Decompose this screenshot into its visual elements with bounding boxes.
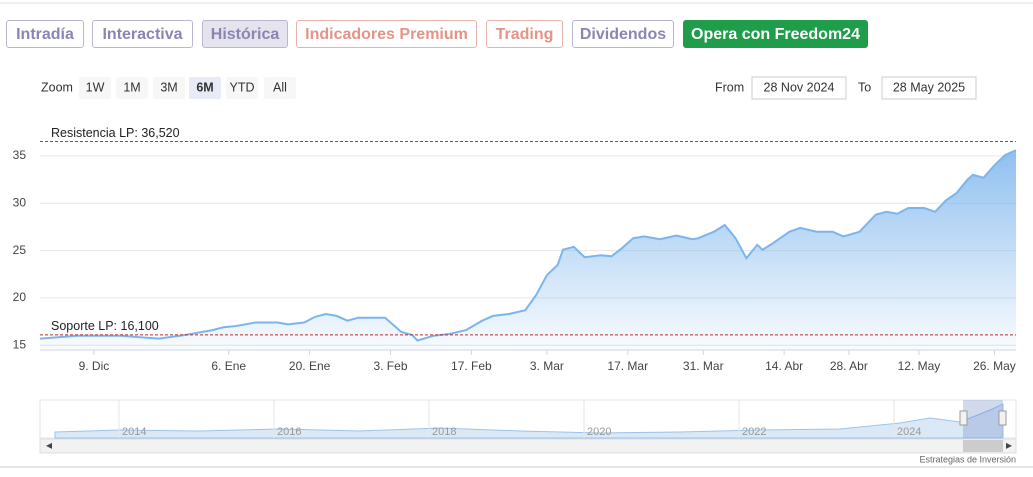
y-tick-label: 30	[13, 195, 27, 209]
area	[40, 150, 1016, 350]
tab[interactable]: Interactiva	[92, 20, 193, 48]
tab[interactable]: Opera con Freedom24	[683, 20, 868, 48]
zoom-button-label[interactable]: YTD	[230, 80, 255, 94]
to-label: To	[858, 80, 871, 94]
tab[interactable]: Intradía	[6, 20, 84, 48]
navigator-selection[interactable]	[963, 400, 1003, 438]
zoom-button[interactable]	[226, 77, 258, 99]
annotation-label: Resistencia LP: 36,520	[51, 126, 180, 140]
x-tick-label: 3. Mar	[530, 359, 564, 373]
y-tick-label: 20	[13, 290, 27, 304]
x-tick-label: 6. Ene	[211, 359, 246, 373]
navigator-series	[54, 403, 1004, 439]
navigator-year: 2022	[742, 426, 766, 438]
navigator-year: 2016	[277, 426, 301, 438]
navigator-year: 2020	[587, 426, 611, 438]
navigator-year: 2018	[432, 426, 456, 438]
x-tick-label: 28. Abr	[830, 359, 868, 373]
x-tick-label: 20. Ene	[289, 359, 331, 373]
zoom-button[interactable]	[264, 77, 296, 99]
zoom-label: Zoom	[41, 80, 73, 94]
x-tick-label: 14. Abr	[765, 359, 803, 373]
from-input[interactable]	[751, 76, 847, 100]
scroll-left[interactable]: ◂	[46, 438, 52, 452]
tab[interactable]: Histórica	[202, 20, 288, 48]
zoom-button-label[interactable]: 3M	[160, 80, 177, 94]
scroll-right[interactable]: ▸	[1006, 438, 1012, 452]
zoom-button[interactable]	[116, 77, 148, 99]
y-tick-label: 15	[13, 337, 27, 351]
tab[interactable]: Indicadores Premium	[296, 20, 477, 48]
scrollbar-thumb[interactable]	[963, 440, 1003, 452]
from-label: From	[715, 80, 744, 94]
scrollbar[interactable]	[39, 438, 1017, 454]
y-tick-label: 35	[13, 148, 27, 162]
x-tick-label: 17. Mar	[607, 359, 648, 373]
tab[interactable]: Trading	[486, 20, 563, 48]
x-tick-label: 26. May	[973, 359, 1016, 373]
x-tick-label: 9. Dic	[79, 359, 110, 373]
x-tick-label: 3. Feb	[373, 359, 407, 373]
tab[interactable]: Dividendos	[572, 20, 674, 48]
zoom-button[interactable]	[153, 77, 185, 99]
to-value[interactable]: 28 May 2025	[893, 80, 965, 94]
navigator-handle[interactable]	[998, 410, 1007, 426]
to-input[interactable]	[881, 76, 977, 100]
y-tick-label: 25	[13, 243, 27, 257]
zoom-button-label[interactable]: 6M	[196, 80, 213, 94]
credit: Estrategias de Inversión	[919, 454, 1016, 464]
zoom-button[interactable]	[79, 77, 111, 99]
zoom-button[interactable]	[189, 77, 221, 99]
navigator-year: 2024	[897, 426, 921, 438]
annotation-label: Soporte LP: 16,100	[51, 319, 159, 333]
x-tick-label: 12. May	[898, 359, 941, 373]
zoom-button-label[interactable]: 1M	[123, 80, 140, 94]
zoom-button-label[interactable]: 1W	[86, 80, 105, 94]
x-tick-label: 31. Mar	[683, 359, 724, 373]
from-value[interactable]: 28 Nov 2024	[764, 80, 835, 94]
navigator-year: 2014	[122, 426, 146, 438]
x-tick-label: 17. Feb	[451, 359, 492, 373]
zoom-button-label[interactable]: All	[273, 80, 287, 94]
line	[39, 149, 1017, 342]
navigator-handle[interactable]	[959, 410, 968, 426]
